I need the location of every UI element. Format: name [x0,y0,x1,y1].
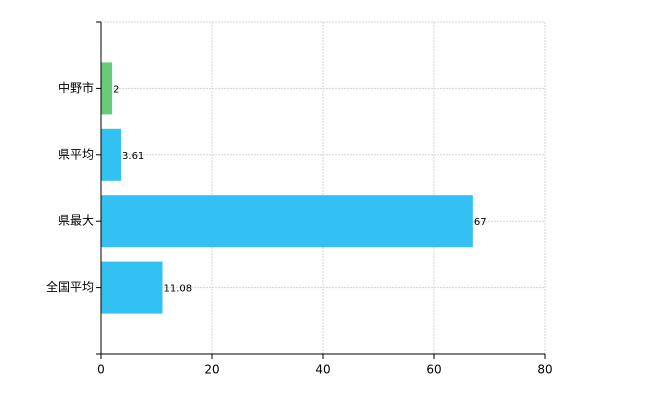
x-tick-label: 40 [315,363,330,377]
value-label: 11.08 [163,284,192,295]
bar [101,261,163,314]
bar [101,128,122,181]
y-tick-label: 中野市 [58,80,94,95]
y-tick-label: 県平均 [58,147,94,161]
x-tick-label: 80 [537,363,552,377]
y-tick-label: 県最大 [58,214,94,228]
x-tick-label: 0 [97,363,105,377]
y-tick-label: 全国平均 [46,279,94,294]
value-label: 3.61 [122,151,144,162]
x-tick-label: 20 [204,363,219,377]
value-label: 2 [113,84,119,95]
bar [101,195,473,248]
bar [101,62,113,115]
value-label: 67 [474,217,487,228]
x-tick-label: 60 [426,363,441,377]
